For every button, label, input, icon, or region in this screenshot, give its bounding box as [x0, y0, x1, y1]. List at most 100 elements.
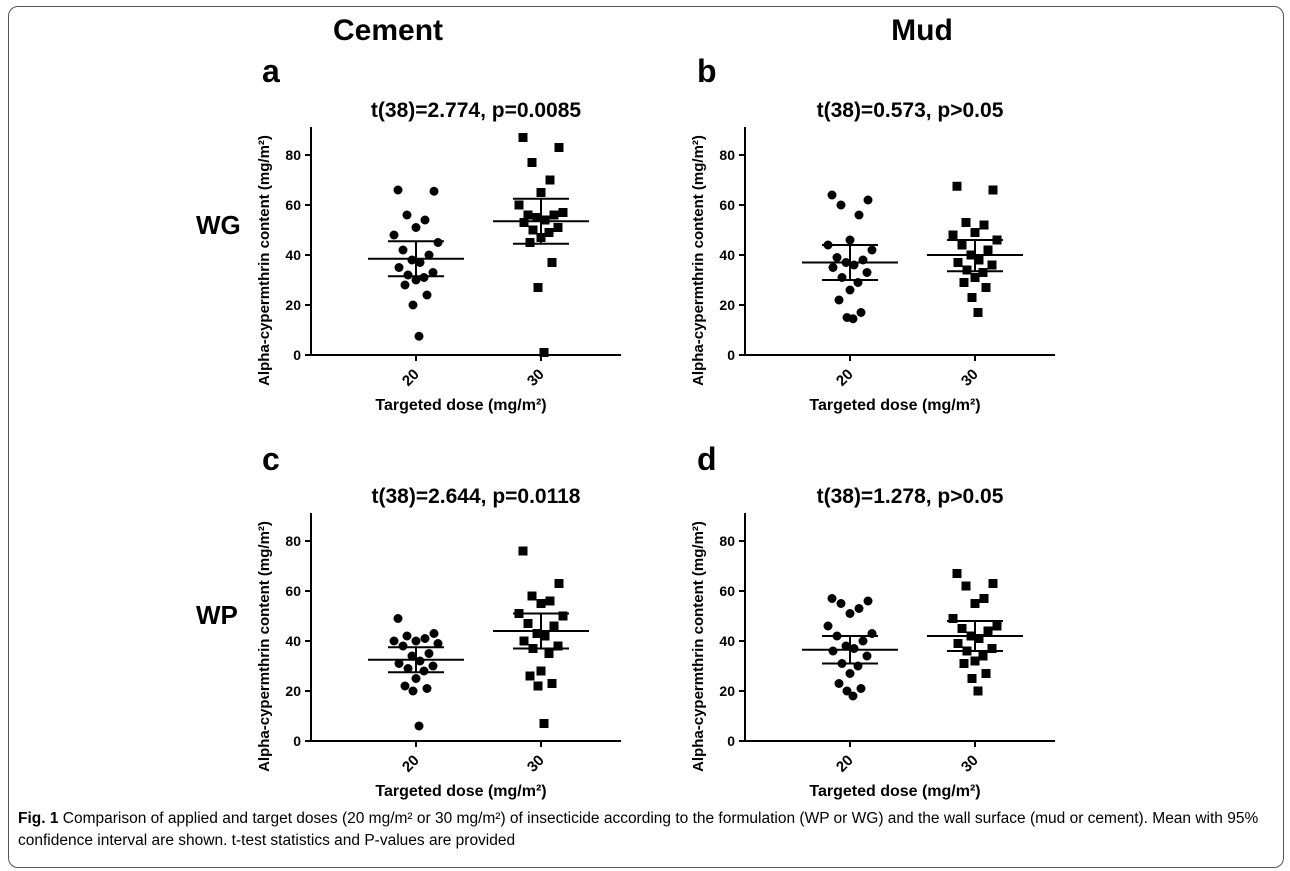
data-point-b-20-6 — [867, 245, 877, 255]
data-point-a-20-15 — [411, 275, 421, 285]
data-point-d-20-15 — [845, 669, 855, 678]
x-tick-label-d-20: 20 — [833, 752, 857, 776]
data-point-c-20-5 — [389, 636, 399, 646]
data-point-d-30-17 — [981, 669, 991, 678]
data-point-d-30-18 — [967, 674, 977, 683]
data-point-a-30-1 — [554, 143, 564, 152]
data-point-a-30-11 — [519, 218, 529, 227]
panel-title-d: t(38)=1.278, p>0.05 — [817, 485, 1004, 508]
data-point-c-20-6 — [433, 639, 443, 648]
data-point-d-30-16 — [959, 659, 969, 668]
y-tick-label-b-60: 60 — [719, 197, 735, 213]
y-tick-label-d-80: 80 — [719, 533, 735, 549]
y-tick-label-b-80: 80 — [719, 147, 735, 163]
data-point-a-30-0 — [518, 133, 528, 142]
data-point-d-20-17 — [856, 684, 866, 693]
data-point-a-30-3 — [545, 175, 555, 185]
y-axis-label-a: Alpha-cypermthrin content (mg/m²) — [256, 135, 273, 386]
data-point-a-20-10 — [415, 258, 425, 267]
data-point-b-30-18 — [967, 293, 977, 302]
data-point-c-30-7 — [523, 619, 533, 628]
data-point-b-20-2 — [836, 200, 846, 210]
data-point-c-20-8 — [424, 649, 434, 658]
y-tick-label-b-40: 40 — [719, 247, 735, 263]
data-point-b-20-7 — [832, 253, 842, 262]
x-axis-label-b: Targeted dose (mg/m²) — [809, 397, 980, 414]
column-title-cement: Cement — [332, 14, 444, 47]
data-point-c-20-14 — [419, 666, 429, 676]
data-point-a-20-0 — [393, 185, 403, 195]
data-point-c-20-19 — [414, 721, 424, 731]
data-point-a-20-2 — [402, 210, 412, 220]
x-axis-label-a: Targeted dose (mg/m²) — [375, 397, 546, 414]
panel-letter-a: a — [262, 53, 280, 89]
data-point-b-30-2 — [961, 218, 971, 227]
data-point-c-20-18 — [408, 686, 418, 696]
data-point-a-20-7 — [398, 245, 408, 255]
data-point-d-30-1 — [988, 579, 998, 588]
data-point-a-20-4 — [411, 223, 421, 232]
data-point-b-20-4 — [845, 235, 855, 245]
data-point-c-20-13 — [403, 664, 413, 673]
x-tick-label-d-30: 30 — [958, 752, 982, 776]
data-point-c-20-12 — [428, 661, 438, 671]
y-tick-label-d-0: 0 — [727, 733, 735, 749]
data-point-a-20-8 — [424, 250, 434, 260]
data-point-d-20-2 — [836, 599, 846, 608]
data-point-d-30-0 — [952, 569, 962, 578]
data-point-c-20-11 — [394, 659, 404, 668]
figure-frame — [8, 6, 1284, 868]
data-point-d-30-8 — [983, 626, 993, 636]
data-point-d-20-0 — [827, 594, 837, 603]
data-point-c-30-4 — [536, 599, 546, 608]
data-point-a-30-8 — [549, 210, 559, 220]
data-point-d-30-5 — [948, 614, 958, 623]
y-tick-label-a-40: 40 — [285, 247, 301, 263]
data-point-b-30-1 — [988, 185, 998, 195]
data-point-b-30-3 — [979, 220, 989, 230]
data-point-a-20-14 — [419, 273, 429, 282]
data-point-c-30-11 — [519, 636, 529, 646]
data-point-c-30-6 — [558, 611, 568, 621]
data-point-c-30-18 — [533, 681, 543, 691]
y-tick-label-b-0: 0 — [727, 347, 735, 363]
data-point-d-20-16 — [834, 679, 844, 688]
data-point-a-30-7 — [523, 210, 533, 220]
data-point-b-30-5 — [948, 230, 958, 240]
y-tick-label-b-20: 20 — [719, 297, 735, 313]
charts-canvas: a t(38)=2.774, p=0.0085 0 20 40 60 80 20 30 Targe… — [256, 53, 1055, 800]
data-point-b-30-11 — [953, 258, 963, 267]
panel-letter-c: c — [262, 441, 280, 477]
data-point-b-20-15 — [845, 285, 855, 295]
x-tick-label-a-30: 30 — [524, 366, 548, 390]
data-point-c-20-15 — [411, 674, 421, 683]
data-point-d-30-7 — [957, 624, 967, 633]
y-axis-label-b: Alpha-cypermthrin content (mg/m²) — [690, 135, 707, 386]
data-point-a-30-10 — [540, 215, 550, 225]
x-tick-label-c-30: 30 — [524, 752, 548, 776]
y-tick-label-c-0: 0 — [293, 733, 301, 749]
data-point-b-30-4 — [970, 228, 980, 237]
data-point-d-30-10 — [974, 634, 984, 643]
data-point-b-30-12 — [987, 260, 997, 270]
data-point-a-30-5 — [514, 200, 524, 210]
data-point-d-30-3 — [979, 594, 989, 603]
data-point-b-20-11 — [828, 263, 838, 272]
column-title-mud: Mud — [891, 14, 953, 47]
x-tick-label-c-20: 20 — [399, 752, 423, 776]
x-tick-label-a-20: 20 — [399, 366, 423, 390]
data-point-a-30-16 — [525, 238, 535, 247]
data-point-a-30-4 — [536, 188, 546, 197]
data-point-d-30-12 — [987, 644, 997, 653]
data-point-d-30-14 — [978, 651, 988, 661]
data-point-c-20-17 — [422, 684, 432, 693]
y-tick-label-c-80: 80 — [285, 533, 301, 549]
data-point-c-20-1 — [429, 629, 439, 638]
data-point-a-20-19 — [414, 331, 424, 341]
data-point-a-20-17 — [422, 290, 432, 300]
data-point-a-20-5 — [389, 230, 399, 240]
data-point-b-20-0 — [827, 190, 837, 200]
data-point-b-30-17 — [981, 283, 991, 292]
y-tick-label-a-60: 60 — [285, 197, 301, 213]
data-point-d-30-4 — [970, 599, 980, 608]
